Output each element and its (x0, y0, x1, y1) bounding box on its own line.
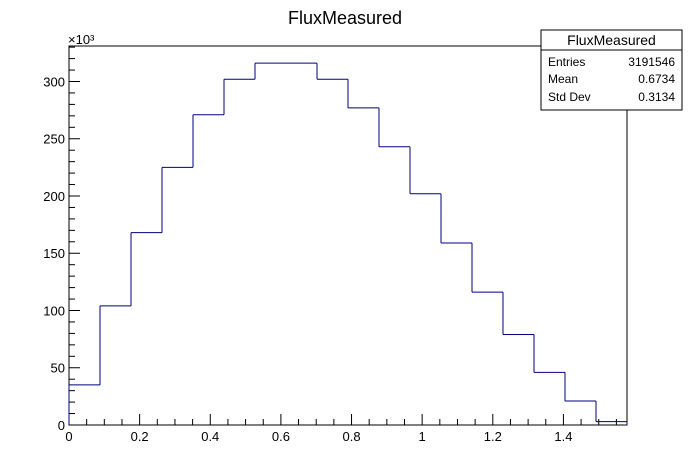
stats-entries-label: Entries (548, 55, 585, 69)
y-tick-label: 100 (43, 303, 65, 318)
x-tick-label: 0.4 (201, 429, 219, 444)
y-tick-label: 0 (58, 418, 65, 433)
stats-box: FluxMeasured Entries 3191546 Mean 0.6734… (540, 29, 683, 111)
x-tick-label: 0.2 (131, 429, 149, 444)
x-tick-label: 1 (419, 429, 426, 444)
y-axis: 0 50 100 150 200 250 300 (43, 46, 80, 433)
y-tick-label: 50 (51, 361, 65, 376)
x-tick-label: 0.6 (272, 429, 290, 444)
histogram-bins (68, 62, 628, 425)
stats-mean-label: Mean (548, 72, 578, 86)
y-tick-label: 150 (43, 246, 65, 261)
stats-box-border (540, 29, 683, 111)
y-tick-label: 300 (43, 74, 65, 89)
stats-stddev-label: Std Dev (548, 90, 591, 104)
y-axis-multiplier-label: ×10³ (68, 32, 95, 47)
x-tick-label: 0.8 (342, 429, 360, 444)
stats-box-title: FluxMeasured (567, 32, 656, 48)
plot-frame-border (68, 45, 628, 426)
x-tick-label: 1.4 (554, 429, 572, 444)
y-tick-label: 200 (43, 189, 65, 204)
chart-title: FluxMeasured (288, 8, 402, 28)
stats-entries-value: 3191546 (628, 55, 675, 69)
plot-frame (68, 45, 628, 426)
x-tick-label: 0 (65, 429, 72, 444)
stats-stddev-value: 0.3134 (638, 90, 675, 104)
x-tick-label: 1.2 (484, 429, 502, 444)
y-tick-label: 250 (43, 132, 65, 147)
stats-mean-value: 0.6734 (638, 72, 675, 86)
x-axis: 0 0.2 0.4 0.6 0.8 1 1.2 1.4 (65, 414, 617, 444)
